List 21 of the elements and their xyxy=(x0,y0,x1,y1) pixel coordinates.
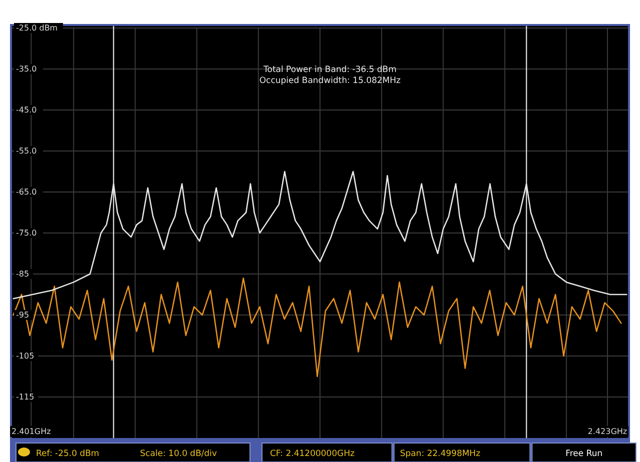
annotation: Occupied Bandwidth: 15.082MHz xyxy=(259,76,402,86)
text: Span: 22.4998MHz xyxy=(400,449,481,459)
line-series xyxy=(12,277,622,378)
y-tick-label: -45.0 xyxy=(16,106,37,114)
y-tick-label: -95 xyxy=(16,310,30,320)
y-tick-label: -105 xyxy=(16,352,34,360)
x-tick-label: 2.401GHz xyxy=(12,427,51,436)
x-tick-label: 2.423GHz xyxy=(588,427,628,436)
y-tick-label: -65.0 xyxy=(16,188,37,196)
y-tick-label: -75.0 xyxy=(16,228,37,238)
text: CF: 2.41200000GHz xyxy=(270,449,356,459)
text: Free Run xyxy=(565,449,603,459)
text: Ref: -25.0 dBm xyxy=(36,449,100,459)
text: Scale: 10.0 dB/div xyxy=(140,449,217,459)
y-tick-label: -35.0 xyxy=(16,64,37,74)
y-tick-label: -85 xyxy=(16,270,30,278)
y-tick-label: -25.0 dBm xyxy=(16,24,58,32)
y-tick-label: -55.0 xyxy=(16,146,37,156)
line-series xyxy=(12,170,628,300)
y-tick-label: -115 xyxy=(16,392,34,402)
annotation: Total Power in Band: -36.5 dBm xyxy=(262,65,396,75)
